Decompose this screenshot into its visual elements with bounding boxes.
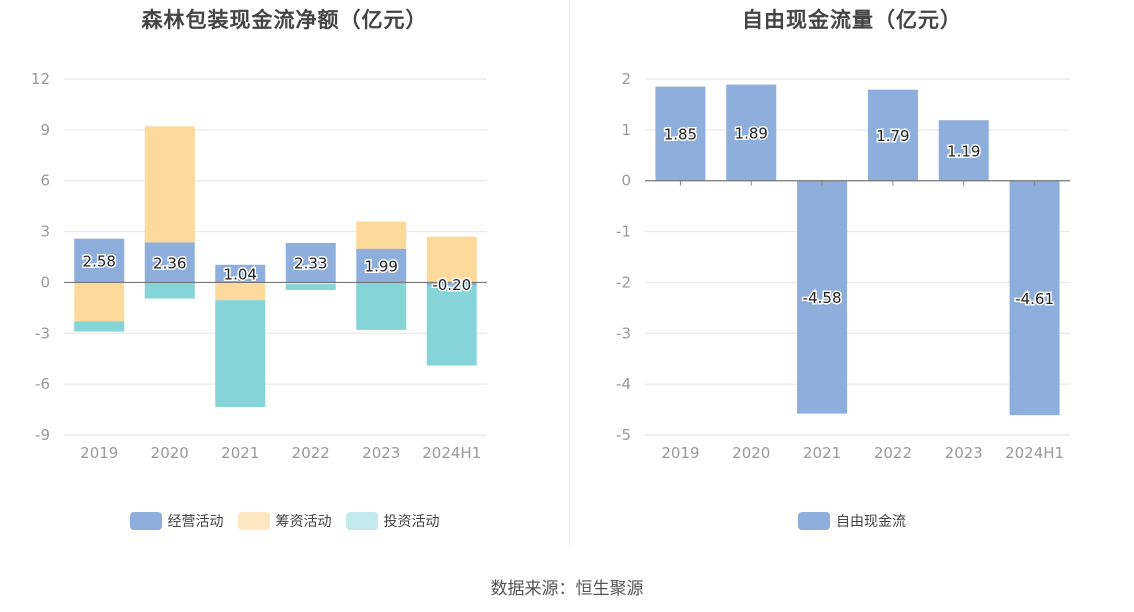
data-label: 1.89 — [735, 125, 768, 143]
y-tick-label: -3 — [616, 324, 631, 342]
left-chart-legend: 经营活动 筹资活动 投资活动 — [0, 511, 569, 531]
bar — [215, 300, 266, 408]
left-chart-title: 森林包装现金流净额（亿元） — [141, 8, 428, 32]
x-tick-label: 2023 — [362, 444, 400, 462]
bar — [144, 282, 195, 299]
data-label: 1.04 — [224, 266, 257, 284]
data-label: 2.58 — [83, 253, 116, 271]
x-tick-label: 2024H1 — [1005, 444, 1064, 462]
legend-label: 投资活动 — [383, 514, 440, 530]
bar — [797, 180, 848, 414]
x-tick-label: 2022 — [292, 444, 330, 462]
legend-item-financing[interactable]: 筹资活动 — [237, 511, 332, 531]
right-chart-panel: 自由现金流量（亿元） 2 1 0 -1 -2 -3 -4 -5 2019 2020 2021 2022… — [570, 0, 1134, 545]
y-tick-label: -9 — [35, 426, 50, 444]
legend-item-operating[interactable]: 经营活动 — [129, 511, 224, 531]
x-tick-label: 2019 — [80, 444, 118, 462]
bar — [74, 238, 125, 283]
bar — [867, 89, 918, 181]
data-label: -0.20 — [432, 276, 471, 294]
bar — [144, 126, 195, 243]
data-label: -4.61 — [1015, 290, 1054, 308]
bar — [285, 242, 336, 283]
legend-label: 自由现金流 — [836, 514, 906, 530]
y-tick-label: 3 — [40, 223, 50, 241]
y-tick-label: -6 — [35, 375, 50, 393]
x-tick-label: 2024H1 — [422, 444, 481, 462]
left-chart-panel: 森林包装现金流净额（亿元） 12 9 6 3 0 -3 -6 -9 2019 2020 2021 20… — [0, 0, 569, 545]
y-tick-label: -2 — [616, 273, 631, 291]
bar — [74, 282, 125, 322]
x-tick-label: 2020 — [151, 444, 189, 462]
legend-label: 筹资活动 — [275, 514, 332, 530]
bar — [426, 285, 477, 366]
data-label: 1.85 — [664, 126, 697, 144]
data-label: -4.58 — [803, 289, 842, 307]
x-tick-label: 2020 — [732, 444, 770, 462]
x-tick-label: 2023 — [945, 444, 983, 462]
legend-swatch — [237, 512, 270, 530]
right-chart-plot: 2 1 0 -1 -2 -3 -4 -5 2019 2020 2021 2022 2023 2024H1 1… — [616, 70, 1070, 462]
bar — [285, 284, 336, 291]
bar — [356, 248, 407, 283]
y-tick-label: -1 — [616, 223, 631, 241]
y-tick-label: -4 — [616, 375, 631, 393]
y-tick-label: 0 — [40, 273, 50, 291]
data-label: 1.79 — [876, 127, 909, 145]
y-tick-label: 0 — [621, 172, 631, 190]
data-label: 1.19 — [947, 142, 980, 160]
legend-swatch — [129, 512, 162, 530]
legend-item-free-cash-flow[interactable]: 自由现金流 — [798, 511, 906, 531]
y-tick-label: 1 — [621, 121, 631, 139]
bar — [356, 221, 407, 249]
x-tick-label: 2019 — [661, 444, 699, 462]
data-label: 1.99 — [365, 258, 398, 276]
bar — [655, 86, 706, 181]
bar — [1009, 180, 1060, 416]
bar — [215, 282, 266, 301]
y-tick-label: 9 — [40, 121, 50, 139]
y-tick-label: 6 — [40, 172, 50, 190]
y-tick-label: 2 — [621, 70, 631, 88]
bar — [285, 282, 336, 285]
right-chart-title: 自由现金流量（亿元） — [742, 8, 962, 32]
bar — [938, 120, 989, 181]
left-chart-plot: 12 9 6 3 0 -3 -6 -9 2019 2020 2021 2022 2023 2024H1 2.… — [31, 70, 487, 462]
right-chart-legend: 自由现金流 — [570, 511, 1134, 531]
bar — [356, 282, 407, 330]
y-tick-label: 12 — [31, 70, 50, 88]
legend-swatch — [798, 512, 830, 530]
data-label: 2.33 — [294, 255, 327, 273]
data-source-note: 数据来源：恒生聚源 — [490, 579, 644, 599]
x-tick-label: 2021 — [221, 444, 259, 462]
data-label: 2.36 — [153, 254, 186, 272]
bar — [215, 264, 266, 283]
bar — [144, 242, 195, 283]
panel-divider — [569, 0, 570, 545]
y-tick-label: -3 — [35, 324, 50, 342]
x-tick-label: 2021 — [803, 444, 841, 462]
x-tick-label: 2022 — [874, 444, 912, 462]
legend-item-investing[interactable]: 投资活动 — [345, 511, 440, 531]
bar — [426, 236, 477, 283]
bar — [74, 321, 125, 332]
bar — [726, 84, 777, 181]
legend-label: 经营活动 — [167, 514, 224, 530]
y-tick-label: -5 — [616, 426, 631, 444]
legend-swatch — [345, 512, 378, 530]
bar — [426, 282, 477, 286]
